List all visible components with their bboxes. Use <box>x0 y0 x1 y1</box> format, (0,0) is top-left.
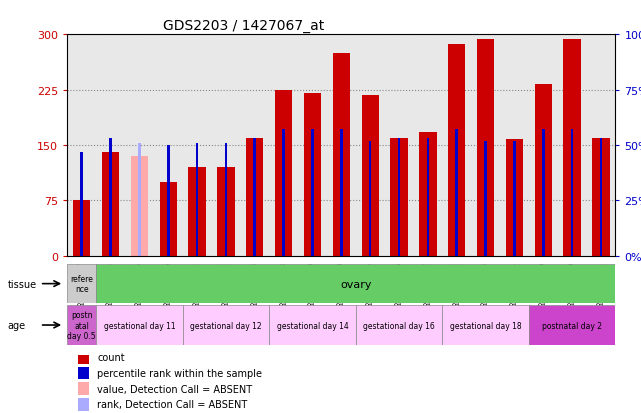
Bar <box>78 367 88 380</box>
Bar <box>80 152 83 256</box>
Text: GDS2203 / 1427067_at: GDS2203 / 1427067_at <box>163 19 324 33</box>
Bar <box>102 153 119 256</box>
Bar <box>448 45 465 256</box>
Bar <box>455 130 458 256</box>
Bar <box>224 143 228 256</box>
Bar <box>217 168 235 256</box>
Bar <box>246 138 263 256</box>
Bar <box>599 139 603 256</box>
Text: count: count <box>97 353 125 363</box>
Bar <box>131 157 148 256</box>
Bar <box>282 130 285 256</box>
Bar <box>362 95 379 256</box>
Text: postn
atal
day 0.5: postn atal day 0.5 <box>67 311 96 340</box>
Text: age: age <box>8 320 26 330</box>
Text: gestational day 11: gestational day 11 <box>104 321 175 330</box>
Text: gestational day 14: gestational day 14 <box>277 321 348 330</box>
Bar <box>73 201 90 256</box>
Bar <box>269 306 356 345</box>
Bar <box>67 264 96 304</box>
Text: rank, Detection Call = ABSENT: rank, Detection Call = ABSENT <box>97 399 247 409</box>
Bar <box>67 306 96 345</box>
Bar <box>419 132 437 256</box>
Bar <box>167 146 170 256</box>
Text: refere
nce: refere nce <box>71 274 93 294</box>
Bar <box>390 138 408 256</box>
Bar <box>542 130 545 256</box>
Bar <box>570 130 574 256</box>
Bar <box>183 306 269 345</box>
Text: gestational day 12: gestational day 12 <box>190 321 262 330</box>
Bar <box>138 143 141 256</box>
Bar <box>397 139 401 256</box>
Bar <box>477 40 494 256</box>
Bar <box>304 94 321 256</box>
Text: gestational day 18: gestational day 18 <box>450 321 521 330</box>
Text: ovary: ovary <box>340 279 372 289</box>
Bar <box>484 141 487 256</box>
Bar <box>513 141 516 256</box>
Bar <box>426 139 429 256</box>
Bar <box>96 306 183 345</box>
Bar <box>442 306 529 345</box>
Bar <box>592 138 610 256</box>
Bar <box>529 306 615 345</box>
Text: tissue: tissue <box>8 279 37 289</box>
Bar <box>188 168 206 256</box>
Bar <box>535 84 552 256</box>
Text: gestational day 16: gestational day 16 <box>363 321 435 330</box>
Bar <box>109 139 112 256</box>
Text: value, Detection Call = ABSENT: value, Detection Call = ABSENT <box>97 384 253 394</box>
Bar <box>311 130 314 256</box>
Bar <box>340 130 343 256</box>
Bar <box>369 141 372 256</box>
Bar <box>78 351 88 364</box>
Bar <box>275 90 292 256</box>
Bar <box>356 306 442 345</box>
Bar <box>160 183 177 256</box>
Bar <box>563 40 581 256</box>
Bar <box>333 54 350 256</box>
Bar <box>78 398 88 411</box>
Bar <box>78 382 88 395</box>
Text: postnatal day 2: postnatal day 2 <box>542 321 602 330</box>
Bar <box>506 140 523 256</box>
Text: percentile rank within the sample: percentile rank within the sample <box>97 368 262 378</box>
Bar <box>196 143 199 256</box>
Bar <box>253 139 256 256</box>
